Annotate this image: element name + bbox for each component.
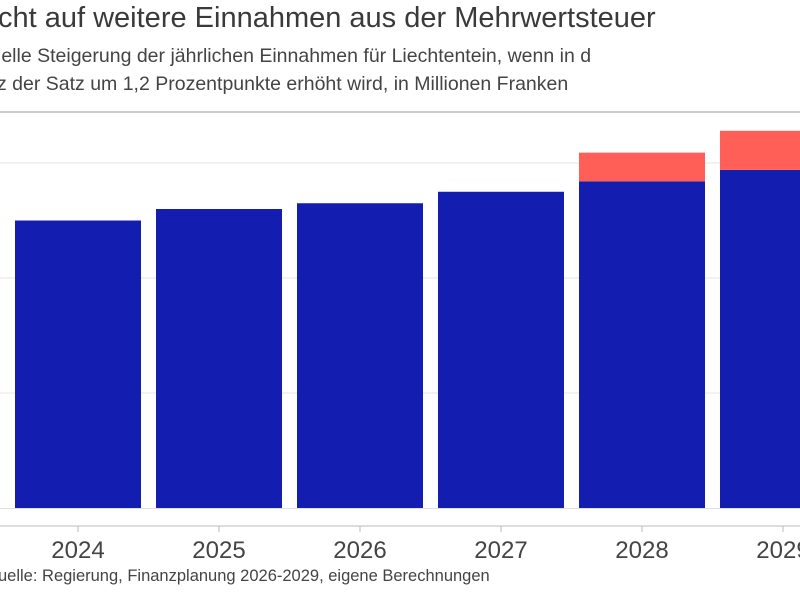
source-note: uelle: Regierung, Finanzplanung 2026-202… (0, 567, 490, 585)
bar-2027-series-1 (438, 191, 564, 508)
chart-subtitle-line-1: ielle Steigerung der jährlichen Einnahme… (0, 45, 592, 67)
bar-2029-series-2 (720, 130, 800, 170)
x-tick-label: 2026 (333, 537, 386, 564)
x-tick-label: 2025 (192, 537, 245, 564)
x-tick-label: 2024 (51, 537, 104, 564)
bar-2025-series-1 (156, 209, 282, 508)
x-tick-label: 2028 (615, 537, 668, 564)
x-tick-label: 2027 (474, 537, 527, 564)
bar-2024-series-1 (15, 220, 141, 508)
chart-title: cht auf weitere Einnahmen aus der Mehrwe… (0, 2, 656, 34)
chart-subtitle-line-2: z der Satz um 1,2 Prozentpunkte erhöht w… (0, 73, 569, 95)
bar-2026-series-1 (297, 203, 423, 508)
bar-2029-series-1 (720, 169, 800, 508)
x-tick-label: 2029 (756, 537, 800, 564)
bar-2028-series-1 (579, 181, 705, 508)
bar-2028-series-2 (579, 152, 705, 182)
